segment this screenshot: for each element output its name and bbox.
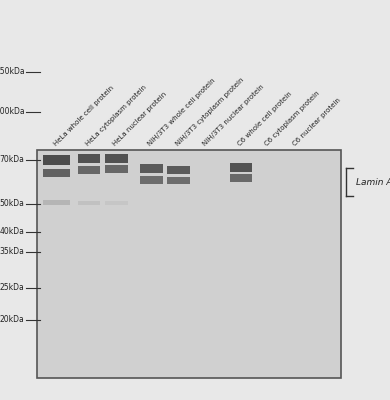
FancyBboxPatch shape (167, 177, 190, 184)
FancyBboxPatch shape (105, 201, 128, 205)
Text: 70kDa: 70kDa (0, 156, 25, 164)
Text: 100kDa: 100kDa (0, 108, 25, 116)
FancyBboxPatch shape (43, 200, 70, 206)
Text: 50kDa: 50kDa (0, 200, 25, 208)
Text: 35kDa: 35kDa (0, 248, 25, 256)
Text: C6 cytoplasm protein: C6 cytoplasm protein (264, 90, 321, 147)
Text: C6 whole cell protein: C6 whole cell protein (237, 90, 293, 147)
FancyBboxPatch shape (230, 163, 252, 172)
FancyBboxPatch shape (105, 165, 128, 173)
FancyBboxPatch shape (78, 166, 100, 174)
FancyBboxPatch shape (78, 201, 100, 205)
FancyBboxPatch shape (167, 166, 190, 174)
Text: 40kDa: 40kDa (0, 228, 25, 236)
Text: HeLa cytoplasm protein: HeLa cytoplasm protein (85, 84, 147, 147)
Text: HeLa nuclear protein: HeLa nuclear protein (112, 91, 168, 147)
FancyBboxPatch shape (43, 155, 70, 165)
Text: NIH/3T3 whole cell protein: NIH/3T3 whole cell protein (147, 77, 217, 147)
Text: 20kDa: 20kDa (0, 316, 25, 324)
FancyBboxPatch shape (140, 176, 163, 184)
Text: HeLa whole cell protein: HeLa whole cell protein (52, 84, 115, 147)
FancyBboxPatch shape (37, 150, 341, 378)
FancyBboxPatch shape (78, 154, 100, 163)
Text: NIH/3T3 nuclear protein: NIH/3T3 nuclear protein (202, 83, 265, 147)
Text: C6 nuclear protein: C6 nuclear protein (291, 97, 342, 147)
FancyBboxPatch shape (43, 169, 70, 177)
Text: NIH/3T3 cytoplasm protein: NIH/3T3 cytoplasm protein (174, 76, 245, 147)
FancyBboxPatch shape (230, 174, 252, 182)
Text: Lamin A/C: Lamin A/C (356, 178, 390, 186)
FancyBboxPatch shape (105, 154, 128, 163)
Text: 25kDa: 25kDa (0, 284, 25, 292)
Text: 150kDa: 150kDa (0, 68, 25, 76)
FancyBboxPatch shape (140, 164, 163, 173)
